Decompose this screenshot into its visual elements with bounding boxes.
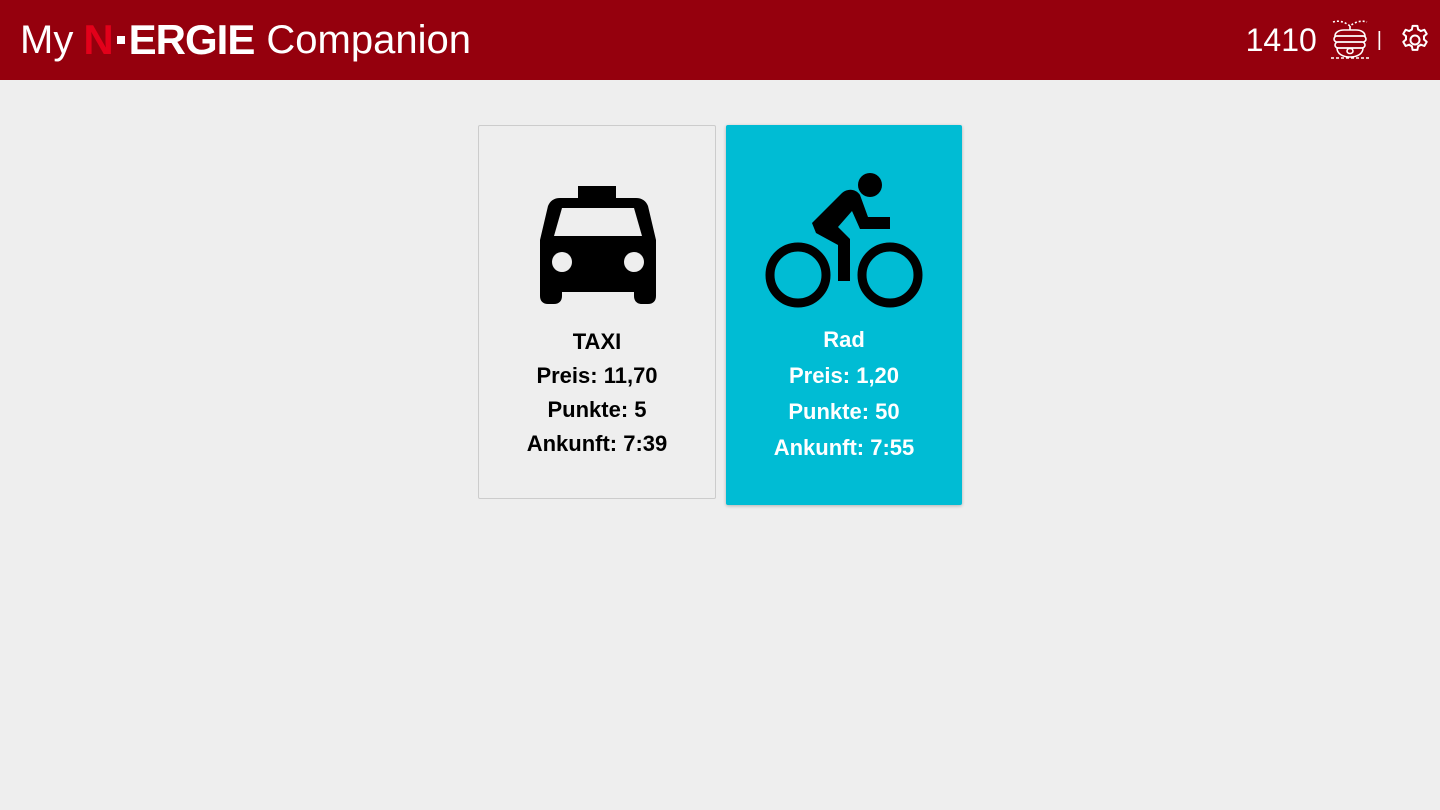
logo-word: ERGIE [128, 16, 256, 63]
beehive-icon[interactable] [1329, 18, 1371, 62]
header-actions: 1410 | [1246, 0, 1432, 80]
option-points: Punkte: 5 [547, 397, 647, 422]
option-price: Preis: 11,70 [536, 363, 658, 388]
brand-prefix: My [20, 17, 74, 62]
logo-dot [116, 36, 125, 44]
taxi-details: TAXI Preis: 11,70 Punkte: 5 Ankunft: 7:3… [479, 325, 715, 461]
nergie-logo: N ERGIE [83, 16, 256, 64]
points-score: 1410 [1245, 21, 1317, 58]
option-title: TAXI [572, 329, 622, 354]
transport-option-taxi[interactable]: TAXI Preis: 11,70 Punkte: 5 Ankunft: 7:3… [478, 125, 716, 499]
option-price: Preis: 1,20 [788, 363, 900, 388]
taxi-icon [540, 186, 656, 304]
rad-details: Rad Preis: 1,20 Punkte: 50 Ankunft: 7:55 [726, 322, 962, 466]
brand-suffix: Companion [266, 17, 471, 62]
header-divider: | [1376, 28, 1382, 51]
option-title: Rad [823, 327, 865, 352]
app-title: My N ERGIE Companion [20, 0, 471, 80]
option-points: Punkte: 50 [788, 399, 900, 424]
bike-icon [765, 173, 923, 308]
option-arrival: Ankunft: 7:39 [526, 431, 668, 456]
option-arrival: Ankunft: 7:55 [773, 435, 915, 460]
gear-icon[interactable] [1398, 23, 1432, 57]
app-header: My N ERGIE Companion 1410 | [0, 0, 1440, 80]
transport-option-rad[interactable]: Rad Preis: 1,20 Punkte: 50 Ankunft: 7:55 [726, 125, 962, 505]
logo-letter-n: N [83, 16, 113, 63]
